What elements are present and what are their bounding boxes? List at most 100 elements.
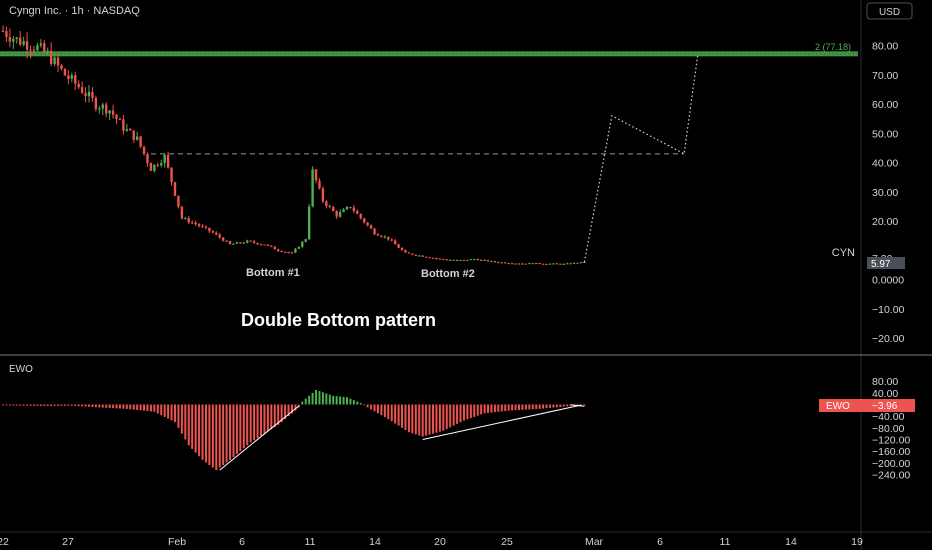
candle-body	[373, 228, 376, 235]
ewo-bar	[480, 404, 483, 415]
ewo-axis[interactable]: 80.0040.000.00−40.00−80.00−120.00−160.00…	[872, 376, 910, 481]
candle-body	[142, 146, 146, 154]
ewo-trendline-2[interactable]	[422, 404, 582, 440]
candle-body	[565, 263, 569, 265]
ewo-bar	[115, 404, 118, 409]
ewo-bar	[435, 404, 438, 433]
ewo-bar	[311, 392, 314, 405]
candle-body	[294, 248, 297, 253]
ewo-bar	[277, 404, 280, 425]
ewo-bar	[462, 404, 465, 421]
candle-body	[548, 263, 552, 265]
svg-text:−3.96: −3.96	[872, 401, 898, 412]
ewo-bar	[36, 404, 39, 406]
ewo-bar	[232, 404, 235, 457]
candle-body	[572, 262, 576, 264]
candle-body	[376, 234, 380, 236]
ewo-bar	[167, 404, 170, 419]
candle-body	[352, 207, 356, 212]
candle-body	[29, 49, 32, 51]
candle-body	[43, 43, 46, 52]
ewo-bar	[500, 404, 503, 412]
ewo-bar	[112, 404, 115, 409]
candle-body	[510, 263, 514, 265]
ewo-trendline-3[interactable]	[570, 404, 585, 407]
candle-body	[39, 43, 43, 46]
candle-body	[473, 259, 476, 261]
time-tick-label: 19	[851, 536, 863, 548]
ewo-trendline-1[interactable]	[219, 405, 300, 471]
candle-body	[211, 231, 215, 233]
candle-body	[263, 244, 266, 246]
ewo-bar	[15, 404, 18, 406]
ewo-bar	[339, 396, 342, 405]
ewo-bar	[156, 404, 159, 414]
candle-body	[318, 180, 321, 189]
candle-body	[552, 263, 555, 265]
candle-body	[101, 104, 104, 109]
ewo-bar	[524, 404, 527, 410]
ewo-bar	[421, 404, 424, 437]
candle-body	[493, 261, 497, 263]
svg-text:USD: USD	[879, 7, 900, 18]
symbol-title: Cyngn Inc. · 1h · NASDAQ	[9, 5, 140, 17]
ewo-bar	[380, 404, 383, 416]
candle-body	[215, 232, 218, 235]
candle-body	[187, 218, 190, 223]
ewo-bar	[359, 403, 362, 405]
ewo-bar	[469, 404, 472, 419]
ewo-bar	[129, 404, 132, 410]
candle-body	[266, 244, 270, 246]
ewo-bar	[497, 404, 500, 412]
ewo-bar	[476, 404, 479, 416]
candle-body	[70, 75, 73, 79]
ewo-bar	[70, 404, 73, 406]
ewo-tick-label: 40.00	[872, 388, 898, 400]
ewo-bar	[428, 404, 431, 435]
ewo-bar	[487, 404, 490, 413]
candle-body	[507, 263, 510, 265]
candle-body	[579, 262, 583, 264]
ewo-bar	[366, 404, 369, 408]
ewo-bar	[39, 404, 42, 406]
svg-text:EWO: EWO	[826, 401, 850, 412]
candle-body	[19, 37, 22, 45]
ewo-tick-label: −160.00	[872, 446, 910, 458]
candle-body	[307, 206, 311, 240]
ewo-bar	[387, 404, 390, 420]
candle-body	[455, 260, 459, 262]
candle-body	[462, 259, 466, 261]
time-tick-label: 14	[369, 536, 381, 548]
time-tick-label: 25	[501, 536, 513, 548]
ewo-bar	[301, 401, 304, 405]
ewo-bar	[493, 404, 496, 413]
ewo-bar	[84, 404, 87, 407]
candle-body	[531, 263, 534, 265]
candle-body	[335, 211, 338, 217]
candle-body	[12, 38, 15, 42]
time-axis[interactable]: 22 27 Feb 6 11 14 20 25 Mar 6 11 14 19	[0, 536, 863, 548]
ewo-bar	[376, 404, 379, 414]
candle-body	[218, 234, 221, 238]
time-tick-label: Mar	[585, 536, 604, 548]
ewo-bar	[562, 404, 565, 407]
candle-body	[252, 241, 256, 243]
ewo-bar	[204, 404, 207, 463]
projection-path[interactable]	[583, 53, 699, 263]
currency-button[interactable]: USD	[866, 2, 913, 20]
candle-body	[349, 207, 352, 209]
ewo-bar	[91, 404, 94, 407]
ewo-bar	[94, 404, 97, 408]
candle-body	[60, 65, 63, 69]
ewo-bar	[263, 404, 266, 434]
ewo-bar	[518, 404, 520, 410]
candle-body	[528, 263, 531, 265]
ewo-bar	[146, 404, 149, 412]
candle-body	[504, 262, 507, 264]
ewo-bar	[88, 404, 90, 407]
ewo-bar	[548, 404, 551, 408]
fib-target-line[interactable]	[0, 51, 858, 57]
ewo-bar	[270, 404, 273, 430]
ewo-bar	[22, 404, 25, 406]
